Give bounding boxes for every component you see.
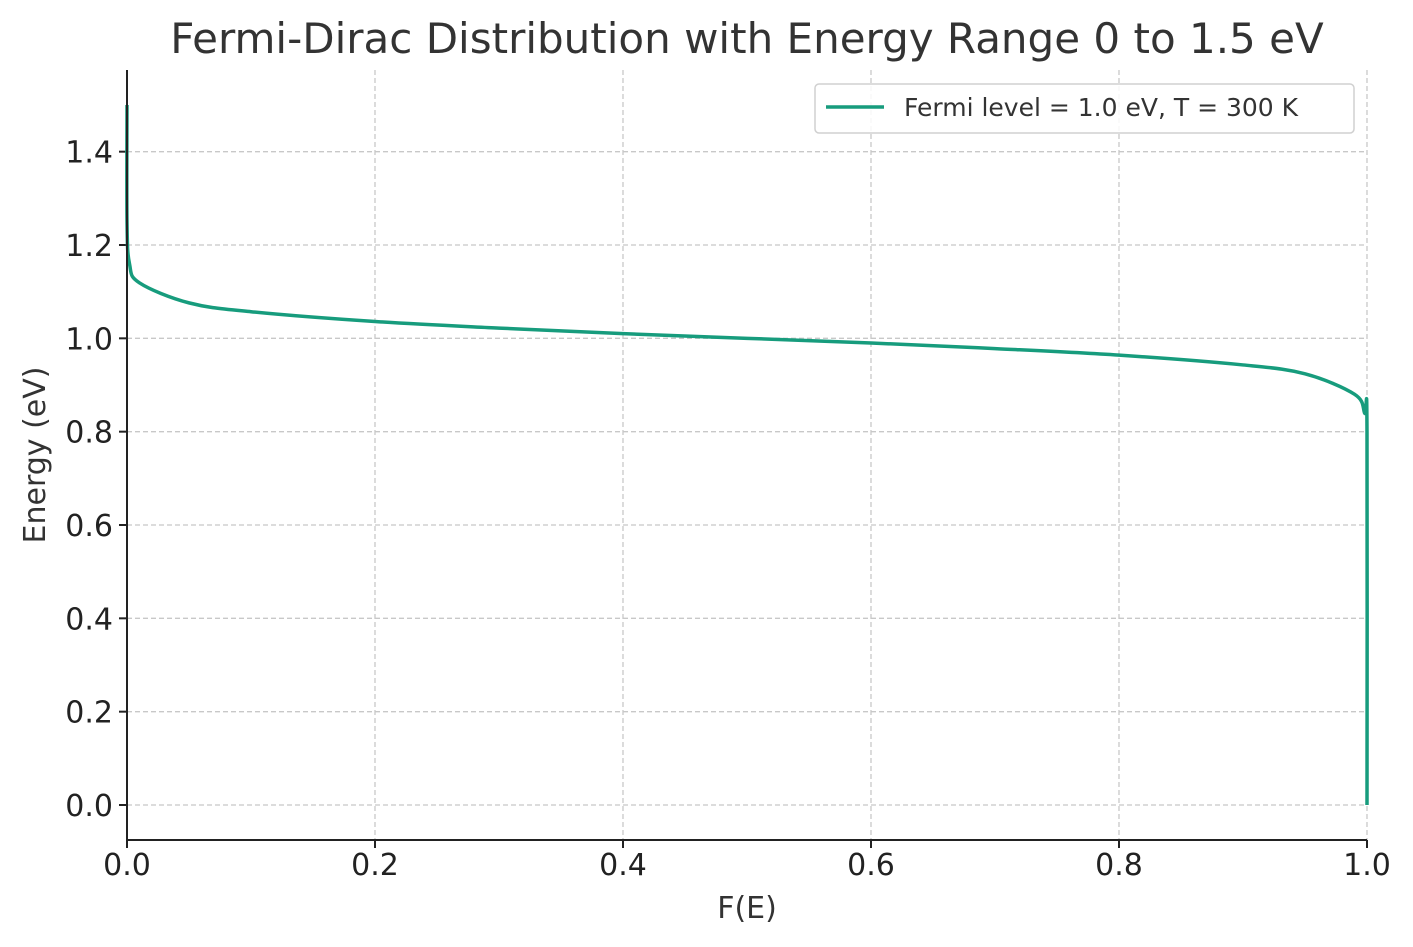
y-tick-label: 0.8: [65, 416, 113, 451]
series-line: [125, 104, 1369, 806]
x-tick-label: 0.4: [599, 848, 647, 883]
grid: [126, 70, 1368, 840]
ticks: 0.0 0.2 0.4 0.6 0.8 1.0 0.0 0.2 0.4 0.6 0.8 1.0 1.2 1…: [65, 136, 1391, 883]
x-axis-label: F(E): [717, 891, 777, 926]
y-tick-label: 1.0: [65, 322, 113, 357]
legend: Fermi level = 1.0 eV, T = 300 K: [814, 83, 1355, 134]
y-tick-label: 1.2: [65, 229, 113, 264]
legend-box: [814, 83, 1355, 134]
y-tick-label: 0.4: [65, 602, 113, 637]
chart-title: Fermi-Dirac Distribution with Energy Ran…: [170, 14, 1324, 63]
series-layer: [125, 104, 1369, 806]
y-tick-label: 0.2: [65, 696, 113, 731]
x-tick-label: 0.2: [351, 848, 399, 883]
x-tick-label: 0.8: [1095, 848, 1143, 883]
y-tick-label: 0.0: [65, 789, 113, 824]
x-tick-label: 0.0: [103, 848, 151, 883]
y-axis-label: Energy (eV): [18, 367, 53, 544]
legend-label: Fermi level = 1.0 eV, T = 300 K: [904, 93, 1299, 122]
x-tick-label: 0.6: [847, 848, 895, 883]
x-tick-label: 1.0: [1343, 848, 1391, 883]
y-tick-label: 0.6: [65, 509, 113, 544]
y-tick-label: 1.4: [65, 136, 113, 171]
